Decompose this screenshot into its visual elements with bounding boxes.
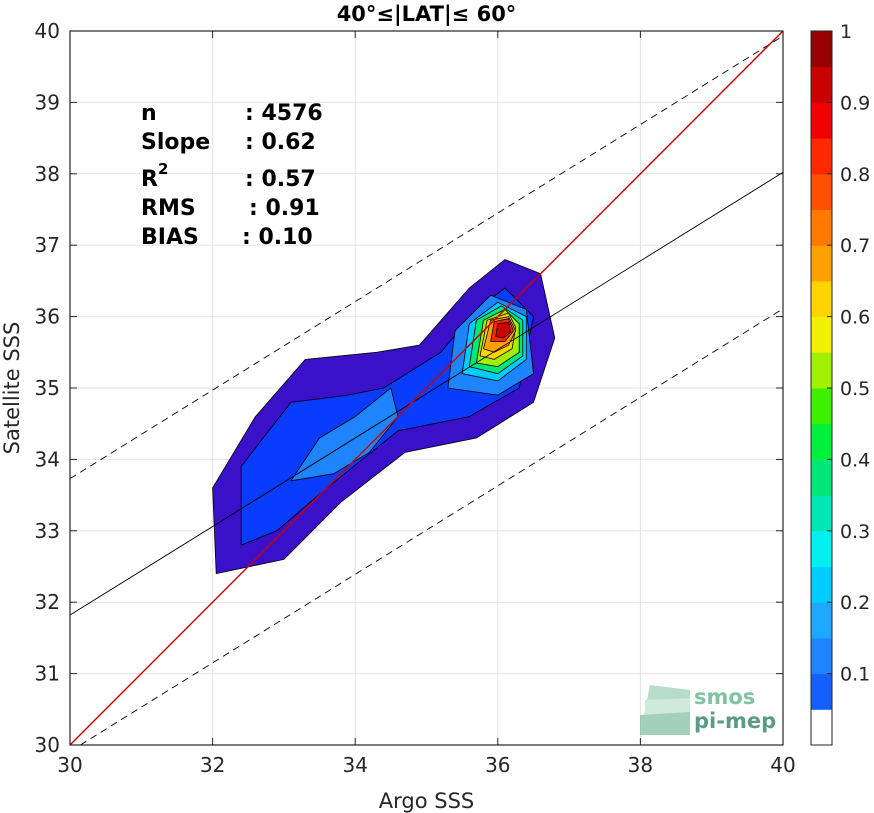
y-tick-label: 34	[35, 447, 60, 471]
colorbar-tick-label: 0.8	[840, 164, 870, 186]
y-tick-label: 36	[35, 305, 60, 329]
colorbar-segment	[811, 709, 832, 746]
colorbar-tick-label: 0.3	[840, 521, 870, 543]
x-tick-label: 30	[57, 753, 82, 777]
colorbar-segment	[811, 209, 832, 246]
colorbar-segment	[811, 102, 832, 139]
colorbar-segment	[811, 459, 832, 496]
stat-label: BIAS	[141, 225, 199, 250]
axis-ticks: 30 32 34 36 38 40 30 31 32 33 34 35 36 37 38 39 40	[35, 19, 796, 777]
stat-value: : 4576	[245, 101, 323, 126]
colorbar-segment	[811, 673, 832, 710]
y-tick-label: 32	[35, 590, 60, 614]
stat-value: : 0.62	[245, 130, 316, 155]
colorbar-segment	[811, 245, 832, 282]
smos-pi-mep-logo: smos pi-mep	[640, 685, 776, 735]
colorbar-segment	[811, 31, 832, 68]
stats-annotation: n : 4576 Slope : 0.62 R2 : 0.57 RMS : 0.91 BIAS:…	[141, 101, 323, 250]
colorbar-tick-label: 0.9	[840, 92, 870, 114]
stat-label: Slope	[141, 130, 210, 155]
stat-value: : 0.10	[242, 225, 313, 250]
colorbar-tick-label: 0.6	[840, 307, 870, 329]
colorbar-segment	[811, 66, 832, 103]
colorbar-segment	[811, 495, 832, 532]
y-tick-label: 38	[35, 162, 60, 186]
colorbar-tick-label: 0.2	[840, 592, 870, 614]
colorbar-tick-label: 0.1	[840, 664, 870, 686]
stat-label: R2	[141, 160, 168, 192]
y-tick-label: 30	[35, 733, 60, 757]
colorbar-segment	[811, 530, 832, 567]
x-tick-label: 40	[770, 753, 795, 777]
colorbar-segment	[811, 316, 832, 353]
colorbar-segment	[811, 280, 832, 318]
colorbar-segment	[811, 566, 832, 603]
stat-value: : 0.57	[245, 167, 316, 192]
chart-title: 40°≤|LAT|≤ 60°	[337, 2, 517, 27]
colorbar-segment	[811, 602, 832, 639]
x-tick-label: 38	[628, 753, 653, 777]
colorbar-segment	[811, 388, 832, 425]
contour-level-2	[290, 387, 399, 482]
stat-label: n	[141, 101, 157, 126]
contour-level-10	[495, 321, 512, 339]
colorbar-segment	[811, 352, 832, 389]
colorbar-tick-label: 0.4	[840, 449, 870, 471]
identity-line	[69, 30, 784, 746]
colorbar-segment	[811, 138, 832, 175]
logo-text-pi-mep: pi-mep	[694, 709, 776, 733]
colorbar-segment	[811, 423, 832, 460]
regression-upper-line	[69, 35, 784, 480]
y-tick-label: 37	[35, 233, 60, 257]
stat-superscript: 2	[158, 160, 168, 178]
colorbar-tick-label: 0.7	[840, 235, 870, 257]
colorbar-segment	[811, 637, 832, 675]
logo-text-smos: smos	[694, 685, 755, 709]
x-tick-label: 36	[485, 753, 510, 777]
reference-lines	[69, 30, 784, 746]
x-tick-label: 34	[342, 753, 367, 777]
colorbar-segment	[811, 173, 832, 210]
density-contours	[212, 259, 556, 574]
y-tick-label: 33	[35, 519, 60, 543]
colorbar: 0.1 0.2 0.3 0.4 0.5 0.6 0.7 0.8 0.9 1	[810, 21, 870, 746]
y-tick-label: 39	[35, 90, 60, 114]
y-tick-label: 31	[35, 662, 60, 686]
x-axis-label: Argo SSS	[379, 789, 474, 813]
y-tick-label: 40	[35, 19, 60, 43]
x-tick-label: 32	[200, 753, 225, 777]
stat-value: : 0.91	[249, 196, 320, 221]
logo-mark-icon	[640, 685, 690, 735]
y-axis-label: Satellite SSS	[0, 322, 24, 455]
colorbar-tick-label: 1	[840, 21, 852, 43]
regression-lower-line	[80, 308, 784, 746]
regression-line	[69, 171, 784, 616]
stat-label: RMS	[141, 196, 196, 221]
colorbar-tick-label: 0.5	[840, 378, 870, 400]
y-tick-label: 35	[35, 376, 60, 400]
